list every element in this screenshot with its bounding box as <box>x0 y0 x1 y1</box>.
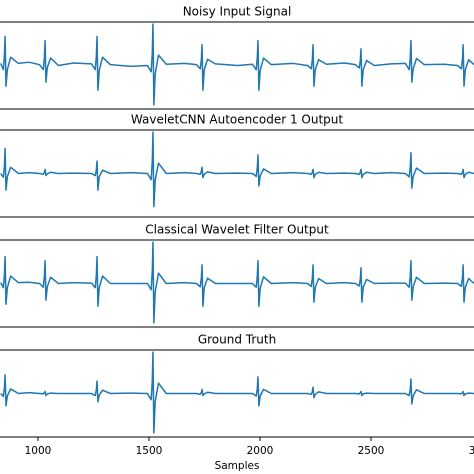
axes-frame <box>0 21 474 110</box>
x-axis-label: Samples <box>215 460 260 472</box>
subplot-title: Ground Truth <box>198 333 276 347</box>
x-tick-label: 3000 <box>469 445 474 457</box>
signal-line <box>0 351 474 434</box>
subplot-title: WaveletCNN Autoencoder 1 Output <box>131 113 343 127</box>
subplot-title: Classical Wavelet Filter Output <box>145 223 329 237</box>
subplot-title: Noisy Input Signal <box>183 5 292 19</box>
x-tick-label: 2000 <box>247 445 274 457</box>
axes-frame <box>0 129 474 218</box>
signal-line <box>0 23 474 106</box>
x-tick-label: 1000 <box>25 445 52 457</box>
x-tick-label: 1500 <box>136 445 163 457</box>
axes-frame <box>0 239 474 328</box>
x-tick-label: 2500 <box>358 445 385 457</box>
signal-line <box>0 131 474 208</box>
axes-frame <box>0 349 474 438</box>
signal-line <box>0 241 474 324</box>
